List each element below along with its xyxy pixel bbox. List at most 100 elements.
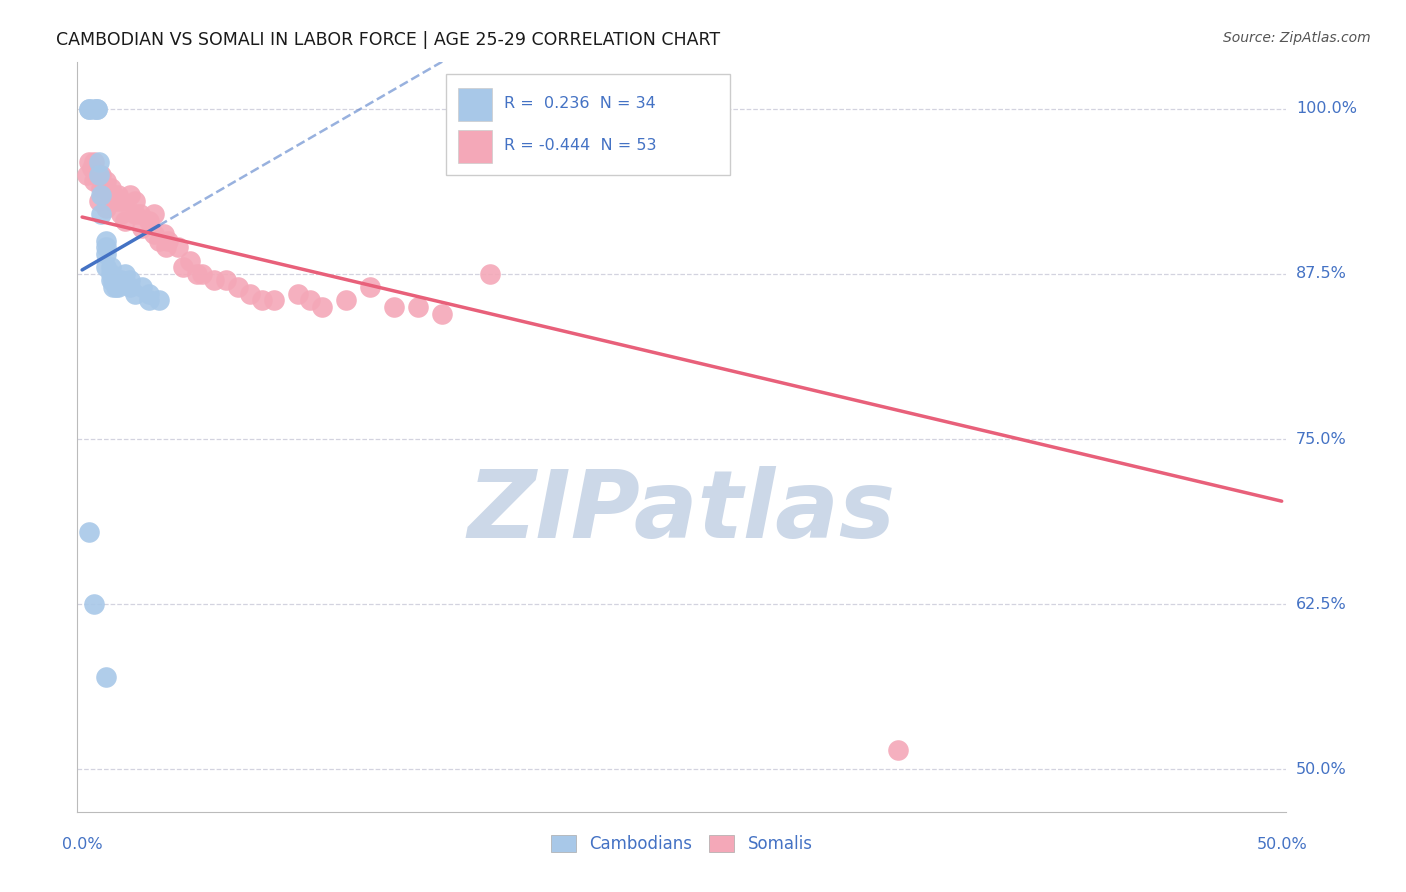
Point bbox=[359, 280, 381, 294]
Point bbox=[191, 267, 214, 281]
Point bbox=[79, 102, 101, 116]
Point bbox=[299, 293, 322, 308]
Point bbox=[86, 102, 108, 116]
Text: CAMBODIAN VS SOMALI IN LABOR FORCE | AGE 25-29 CORRELATION CHART: CAMBODIAN VS SOMALI IN LABOR FORCE | AGE… bbox=[56, 31, 720, 49]
Point bbox=[83, 154, 105, 169]
Point bbox=[107, 280, 129, 294]
Point bbox=[100, 194, 122, 209]
Point bbox=[124, 207, 146, 221]
Point bbox=[311, 300, 333, 314]
Point bbox=[335, 293, 357, 308]
Point bbox=[103, 187, 125, 202]
Point bbox=[86, 102, 108, 116]
Point bbox=[83, 174, 105, 188]
Text: 75.0%: 75.0% bbox=[1296, 432, 1347, 447]
Point bbox=[94, 240, 117, 254]
Point bbox=[131, 220, 153, 235]
Point bbox=[263, 293, 285, 308]
Point bbox=[239, 286, 262, 301]
Point bbox=[179, 253, 201, 268]
Point bbox=[155, 240, 177, 254]
Point bbox=[157, 234, 180, 248]
Point bbox=[128, 207, 150, 221]
Point bbox=[143, 207, 166, 221]
Point bbox=[250, 293, 273, 308]
Text: ZIPatlas: ZIPatlas bbox=[468, 466, 896, 558]
Point bbox=[172, 260, 194, 275]
Point bbox=[107, 187, 129, 202]
Point bbox=[103, 280, 125, 294]
Point bbox=[94, 670, 117, 684]
Point bbox=[86, 168, 108, 182]
Point bbox=[143, 227, 166, 242]
Point bbox=[79, 154, 101, 169]
Point bbox=[382, 300, 405, 314]
Text: 62.5%: 62.5% bbox=[1296, 597, 1347, 612]
Bar bbox=[458, 130, 492, 163]
Point bbox=[107, 273, 129, 287]
Point bbox=[79, 524, 101, 539]
Point bbox=[110, 207, 132, 221]
Point bbox=[114, 267, 136, 281]
Point bbox=[87, 168, 110, 182]
Point bbox=[124, 194, 146, 209]
Point bbox=[94, 247, 117, 261]
Point bbox=[94, 201, 117, 215]
Point bbox=[110, 194, 132, 209]
Point bbox=[100, 267, 122, 281]
Point bbox=[186, 267, 208, 281]
Point bbox=[120, 187, 142, 202]
Point bbox=[100, 273, 122, 287]
Point bbox=[138, 214, 160, 228]
Point bbox=[87, 194, 110, 209]
Point bbox=[110, 273, 132, 287]
Point bbox=[76, 168, 98, 182]
Point bbox=[100, 260, 122, 275]
Text: 100.0%: 100.0% bbox=[1296, 101, 1357, 116]
Point bbox=[215, 273, 238, 287]
Text: Source: ZipAtlas.com: Source: ZipAtlas.com bbox=[1223, 31, 1371, 45]
Text: 87.5%: 87.5% bbox=[1296, 267, 1347, 281]
Point bbox=[94, 181, 117, 195]
Point bbox=[104, 280, 127, 294]
Text: 50.0%: 50.0% bbox=[1296, 762, 1347, 777]
Point bbox=[138, 286, 160, 301]
Point bbox=[138, 293, 160, 308]
Text: 50.0%: 50.0% bbox=[1257, 837, 1308, 852]
Point bbox=[167, 240, 190, 254]
Point bbox=[287, 286, 309, 301]
Point bbox=[94, 234, 117, 248]
Point bbox=[79, 102, 101, 116]
Point bbox=[100, 181, 122, 195]
Point bbox=[90, 181, 112, 195]
Bar bbox=[458, 87, 492, 120]
Point bbox=[114, 214, 136, 228]
Point bbox=[202, 273, 225, 287]
Point bbox=[120, 273, 142, 287]
Point bbox=[104, 273, 127, 287]
Point bbox=[87, 154, 110, 169]
Point bbox=[104, 194, 127, 209]
Point bbox=[80, 161, 103, 176]
Point bbox=[83, 597, 105, 611]
Text: 0.0%: 0.0% bbox=[62, 837, 103, 852]
Point bbox=[430, 306, 453, 320]
Point bbox=[90, 168, 112, 182]
Point bbox=[152, 227, 174, 242]
Point bbox=[103, 273, 125, 287]
Point bbox=[406, 300, 429, 314]
Point bbox=[90, 187, 112, 202]
Text: R = -0.444  N = 53: R = -0.444 N = 53 bbox=[505, 138, 657, 153]
Point bbox=[148, 293, 170, 308]
Point bbox=[131, 280, 153, 294]
Text: R =  0.236  N = 34: R = 0.236 N = 34 bbox=[505, 95, 657, 111]
Point bbox=[94, 260, 117, 275]
Point bbox=[90, 207, 112, 221]
Bar bbox=[446, 74, 730, 175]
Point bbox=[226, 280, 249, 294]
Point bbox=[478, 267, 501, 281]
Point bbox=[83, 102, 105, 116]
Legend: Cambodians, Somalis: Cambodians, Somalis bbox=[544, 828, 820, 860]
Point bbox=[887, 742, 910, 756]
Point bbox=[120, 280, 142, 294]
